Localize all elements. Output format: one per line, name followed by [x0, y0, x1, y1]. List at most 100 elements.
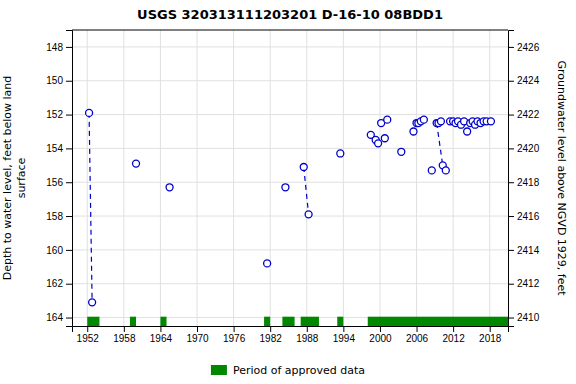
- grid-line: [160, 30, 161, 326]
- y-axis: 148 150 152 154 156 158 160 162 164: [46, 31, 72, 327]
- approved-period: [282, 317, 294, 326]
- axis-line: [509, 31, 515, 327]
- data-point: [487, 118, 494, 125]
- approved-period: [87, 317, 99, 326]
- grid-line: [72, 114, 508, 115]
- tick-label: 2416: [517, 211, 540, 222]
- tick: 2426: [508, 42, 540, 53]
- tick-mark: [417, 326, 418, 332]
- tick-mark: [197, 326, 198, 332]
- data-point: [464, 128, 471, 135]
- approved-period: [130, 317, 136, 326]
- tick-label: 2418: [517, 177, 540, 188]
- data-point: [264, 260, 271, 267]
- tick-mark: [66, 250, 72, 251]
- tick: 2418: [508, 177, 540, 188]
- tick-label: 1964: [150, 333, 173, 344]
- tick-label: 1958: [113, 333, 136, 344]
- tick-label: 2410: [517, 312, 540, 323]
- grid-line: [72, 182, 508, 183]
- y-axis-title-line: Depth to water level, feet below land: [1, 76, 14, 281]
- tick-label: 2000: [369, 333, 392, 344]
- grid-line: [453, 30, 454, 326]
- tick-label: 148: [46, 42, 63, 53]
- tick-label: 2420: [517, 143, 540, 154]
- grid-line: [270, 30, 271, 326]
- data-point: [420, 116, 427, 123]
- tick: 2412: [508, 278, 540, 289]
- tick-label: 158: [46, 211, 63, 222]
- dashed-segment: [437, 123, 443, 165]
- data-point: [428, 167, 435, 174]
- tick-mark: [160, 326, 161, 332]
- data-point: [375, 140, 382, 147]
- tick-mark: [66, 182, 72, 183]
- approved-period: [337, 317, 343, 326]
- tick-label: 152: [46, 109, 63, 120]
- tick: 2414: [508, 245, 540, 256]
- tick: 1982: [260, 326, 283, 344]
- data-point: [89, 299, 96, 306]
- tick-label: 156: [46, 177, 63, 188]
- tick: 1970: [186, 326, 209, 344]
- tick: 156: [46, 177, 72, 188]
- tick-label: 162: [46, 278, 63, 289]
- dashed-segment: [89, 113, 92, 302]
- tick-label: 1994: [333, 333, 356, 344]
- tick-mark: [508, 182, 514, 183]
- tick-mark: [508, 115, 514, 116]
- x-axis: 1952195819641970197619821988199420002006…: [73, 326, 509, 344]
- data-point: [305, 211, 312, 218]
- tick-mark: [66, 318, 72, 319]
- tick: 1988: [296, 326, 319, 344]
- data-point: [166, 184, 173, 191]
- y-axis-title-line: surface: [15, 157, 28, 198]
- data-point: [442, 167, 449, 174]
- title: USGS 320313111203201 D-16-10 08BDD1: [137, 7, 443, 22]
- data-point: [437, 118, 444, 125]
- approved-period: [301, 317, 319, 326]
- axis-line: [66, 31, 73, 327]
- tick-mark: [380, 326, 381, 332]
- legend-label: Period of approved data: [233, 364, 365, 377]
- tick-mark: [66, 284, 72, 285]
- tick: 160: [46, 245, 72, 256]
- tick-mark: [508, 81, 514, 82]
- y-axis-title: Depth to water level, feet below landsur…: [1, 76, 27, 281]
- tick-mark: [508, 284, 514, 285]
- legend: Period of approved data: [211, 364, 365, 377]
- tick-mark: [66, 81, 72, 82]
- approved-period: [368, 317, 508, 326]
- legend-swatch: [211, 365, 227, 375]
- grid-line: [72, 249, 508, 250]
- grid-line: [72, 46, 508, 47]
- tick-label: 150: [46, 75, 63, 86]
- data-point: [384, 116, 391, 123]
- tick: 1952: [77, 326, 100, 344]
- tick-mark: [66, 115, 72, 116]
- grid-line: [343, 30, 344, 326]
- tick-label: 1970: [186, 333, 209, 344]
- tick-label: 154: [46, 143, 63, 154]
- y2-axis-title: Groundwater level above NGVD 1929, feet: [555, 60, 568, 296]
- chart: 1952195819641970197619821988199420002006…: [0, 0, 576, 384]
- tick-mark: [508, 148, 514, 149]
- tick: 1964: [150, 326, 173, 344]
- tick-label: 2412: [517, 278, 540, 289]
- plot: 1952195819641970197619821988199420002006…: [46, 30, 539, 344]
- tick-label: 2422: [517, 109, 540, 120]
- grid-line: [72, 283, 508, 284]
- grid-line: [72, 148, 508, 149]
- grid-line: [72, 216, 508, 217]
- grid-line: [416, 30, 417, 326]
- grid-line: [72, 80, 508, 81]
- data-point: [381, 135, 388, 142]
- tick-mark: [66, 47, 72, 48]
- data-point: [398, 148, 405, 155]
- tick-label: 2426: [517, 42, 540, 53]
- approved-period: [264, 317, 270, 326]
- data-point: [133, 160, 140, 167]
- tick-label: 164: [46, 312, 63, 323]
- data-point: [410, 128, 417, 135]
- tick: 164: [46, 312, 72, 323]
